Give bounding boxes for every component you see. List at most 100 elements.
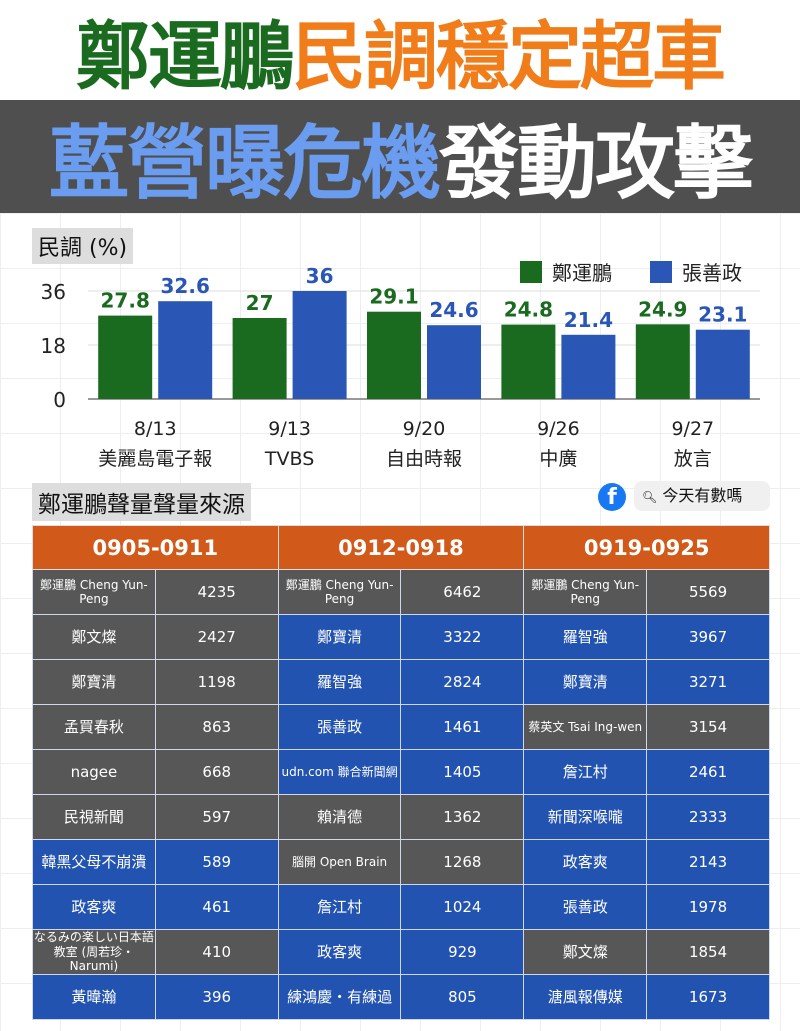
- headline-text: 民調穩定超車: [292, 13, 726, 100]
- count-cell: 461: [154, 884, 279, 930]
- count-cell: 1854: [646, 929, 770, 975]
- bar-green: [367, 311, 421, 399]
- table-row: 鄭寶清 1198 羅智強 2824 鄭寶清 3271: [32, 659, 770, 705]
- table-row: 政客爽 461 詹江村 1024 張善政 1978: [32, 884, 770, 930]
- source-cell: 詹江村: [277, 884, 402, 930]
- search-icon: 🔍︎: [642, 490, 658, 504]
- source-cell: 鄭運鵬 Cheng Yun-Peng: [523, 569, 648, 615]
- source-cell: 詹江村: [523, 749, 648, 795]
- section-title: 鄭運鵬聲量聲量來源: [32, 483, 251, 521]
- table-row: なるみの楽しい日本語教室 (周若珍・Narumi) 410 政客爽 929 鄭文燦 185…: [32, 929, 770, 975]
- count-cell: 5569: [646, 569, 770, 615]
- source-cell: 溏風報傳媒: [523, 974, 648, 1020]
- x-tick-date: 9/27: [671, 418, 714, 440]
- source-cell: 張善政: [523, 884, 648, 930]
- x-tick-date: 9/13: [268, 418, 311, 440]
- bar-blue: [561, 334, 616, 399]
- count-cell: 1024: [400, 884, 525, 930]
- table-row: 韓黑父母不崩潰 589 腦開 Open Brain 1268 政客爽 2143: [32, 839, 770, 885]
- count-cell: 1461: [400, 704, 525, 750]
- bar-green: [501, 324, 556, 399]
- source-cell: 賴清德: [277, 794, 402, 840]
- count-cell: 3967: [646, 614, 770, 660]
- source-cell: udn.com 聯合新聞網: [277, 749, 402, 795]
- data-label: 24.9: [638, 297, 687, 321]
- count-cell: 1268: [400, 839, 525, 885]
- source-cell: 鄭寶清: [523, 659, 648, 705]
- source-cell: nagee: [32, 749, 156, 795]
- data-label: 27.8: [101, 289, 150, 313]
- legend-label: 張善政: [682, 261, 742, 285]
- count-cell: 1198: [154, 659, 279, 705]
- count-cell: 6462: [400, 569, 525, 615]
- count-cell: 863: [154, 704, 279, 750]
- column-header: 0912-0918: [277, 525, 525, 570]
- search-label: 今天有數嗎: [662, 486, 743, 505]
- source-cell: なるみの楽しい日本語教室 (周若珍・Narumi): [32, 929, 156, 975]
- data-label: 24.6: [429, 298, 478, 322]
- count-cell: 589: [154, 839, 279, 885]
- y-tick-label: 18: [41, 334, 66, 358]
- source-cell: 鄭寶清: [32, 659, 156, 705]
- table-row: nagee 668 udn.com 聯合新聞網 1405 詹江村 2461: [32, 749, 770, 795]
- x-tick-date: 9/20: [403, 418, 446, 440]
- x-tick-source: 自由時報: [386, 448, 462, 470]
- headline-line1: 鄭運鵬 民調穩定超車: [0, 0, 800, 100]
- legend-label: 鄭運鵬: [552, 261, 612, 285]
- data-label: 23.1: [698, 303, 747, 327]
- source-cell: 鄭文燦: [32, 614, 156, 660]
- x-tick-source: TVBS: [264, 448, 314, 470]
- count-cell: 805: [400, 974, 525, 1020]
- count-cell: 4235: [154, 569, 279, 615]
- bar-blue: [292, 291, 347, 399]
- source-table: 0905-0911 0912-0918 0919-0925 鄭運鵬 Cheng Yun…: [32, 525, 770, 1020]
- source-cell: 政客爽: [523, 839, 648, 885]
- source-cell: 鄭寶清: [277, 614, 402, 660]
- count-cell: 410: [154, 929, 279, 975]
- x-tick-date: 9/26: [537, 418, 580, 440]
- data-label: 32.6: [161, 274, 210, 298]
- data-label: 29.1: [369, 285, 418, 309]
- count-cell: 929: [400, 929, 525, 975]
- source-cell: 鄭文燦: [523, 929, 648, 975]
- source-cell: 羅智強: [277, 659, 402, 705]
- count-cell: 1673: [646, 974, 770, 1020]
- source-cell: 政客爽: [277, 929, 402, 975]
- headline-text-blue: 藍營曝危機: [49, 116, 441, 210]
- source-cell: 鄭運鵬 Cheng Yun-Peng: [277, 569, 402, 615]
- bar-blue: [695, 329, 750, 399]
- count-cell: 396: [154, 974, 279, 1020]
- table-row: 鄭運鵬 Cheng Yun-Peng 4235 鄭運鵬 Cheng Yun-Peng…: [32, 569, 770, 615]
- count-cell: 2427: [154, 614, 279, 660]
- count-cell: 2824: [400, 659, 525, 705]
- count-cell: 3322: [400, 614, 525, 660]
- source-cell: 政客爽: [32, 884, 156, 930]
- source-cell: 腦開 Open Brain: [277, 839, 402, 885]
- column-header: 0905-0911: [32, 525, 279, 570]
- source-cell: 練鴻慶・有練過: [277, 974, 402, 1020]
- data-label: 36: [306, 264, 334, 288]
- source-cell: 新聞深喉嚨: [523, 794, 648, 840]
- table-row: 孟買春秋 863 張善政 1461 蔡英文 Tsai Ing-wen 3154: [32, 704, 770, 750]
- source-cell: 張善政: [277, 704, 402, 750]
- count-cell: 1362: [400, 794, 525, 840]
- bar-green: [635, 324, 690, 399]
- table-row: 黃暐瀚 396 練鴻慶・有練過 805 溏風報傳媒 1673: [32, 974, 770, 1020]
- y-tick-label: 0: [53, 388, 66, 412]
- count-cell: 1978: [646, 884, 770, 930]
- table-row: 鄭文燦 2427 鄭寶清 3322 羅智強 3967: [32, 614, 770, 660]
- headline-text-white: 發動攻擊: [439, 116, 753, 210]
- count-cell: 3154: [646, 704, 770, 750]
- facebook-icon: f: [598, 483, 626, 511]
- x-tick-source: 美麗島電子報: [98, 448, 212, 470]
- headline-name: 鄭運鵬: [76, 13, 294, 100]
- y-tick-label: 36: [41, 280, 66, 304]
- bar-green: [232, 318, 287, 399]
- legend-swatch: [650, 261, 672, 283]
- data-label: 27: [246, 291, 274, 315]
- count-cell: 2461: [646, 749, 770, 795]
- x-tick-date: 8/13: [134, 418, 177, 440]
- source-cell: 羅智強: [523, 614, 648, 660]
- table-row: 民視新聞 597 賴清德 1362 新聞深喉嚨 2333: [32, 794, 770, 840]
- bar-chart: 0 18 36 27.8 32.6 8/13 美麗島電子報 27 36 9/13 TVBS 29.1 2…: [41, 261, 760, 470]
